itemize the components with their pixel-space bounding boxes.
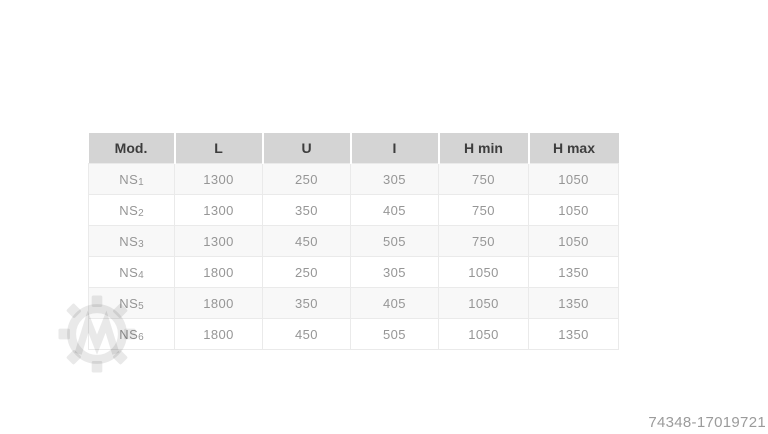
cell-i: 405: [350, 194, 439, 226]
model-name: NS: [119, 295, 139, 311]
table-row: NS2 1300 350 405 750 1050: [88, 194, 619, 226]
spec-table: Mod. L U I H min H max NS1 1300 250 305 …: [88, 133, 619, 350]
table-row: NS6 1800 450 505 1050 1350: [88, 318, 619, 350]
model-subscript: 1: [138, 176, 144, 188]
cell-hmax: 1050: [528, 194, 619, 226]
cell-hmin: 1050: [438, 256, 529, 288]
table-row: NS5 1800 350 405 1050 1350: [88, 287, 619, 319]
cell-l: 1300: [174, 163, 263, 195]
column-header-i: I: [349, 133, 439, 164]
column-header-hmin: H min: [437, 133, 529, 164]
cell-l: 1800: [174, 318, 263, 350]
cell-hmin: 750: [438, 194, 529, 226]
cell-mod: NS4: [88, 256, 175, 288]
cell-hmin: 750: [438, 163, 529, 195]
table-header-row: Mod. L U I H min H max: [88, 133, 619, 164]
cell-mod: NS1: [88, 163, 175, 195]
table-row: NS3 1300 450 505 750 1050: [88, 225, 619, 257]
cell-i: 305: [350, 163, 439, 195]
cell-l: 1300: [174, 225, 263, 257]
column-header-mod: Mod.: [88, 133, 175, 164]
cell-u: 450: [262, 318, 351, 350]
model-subscript: 5: [138, 300, 144, 312]
cell-hmax: 1350: [528, 318, 619, 350]
cell-i: 505: [350, 318, 439, 350]
model-subscript: 4: [138, 269, 144, 281]
listing-id: 74348-17019721: [648, 414, 766, 431]
cell-i: 405: [350, 287, 439, 319]
cell-mod: NS6: [88, 318, 175, 350]
cell-mod: NS5: [88, 287, 175, 319]
model-name: NS: [119, 264, 139, 280]
cell-i: 305: [350, 256, 439, 288]
table-row: NS4 1800 250 305 1050 1350: [88, 256, 619, 288]
cell-hmax: 1350: [528, 287, 619, 319]
model-name: NS: [119, 326, 139, 342]
cell-l: 1800: [174, 287, 263, 319]
model-name: NS: [119, 233, 139, 249]
cell-hmax: 1350: [528, 256, 619, 288]
cell-u: 350: [262, 194, 351, 226]
cell-u: 450: [262, 225, 351, 257]
model-subscript: 3: [138, 238, 144, 250]
column-header-u: U: [261, 133, 351, 164]
cell-hmax: 1050: [528, 225, 619, 257]
cell-mod: NS3: [88, 225, 175, 257]
model-name: NS: [119, 171, 139, 187]
cell-hmin: 1050: [438, 318, 529, 350]
cell-l: 1800: [174, 256, 263, 288]
cell-hmin: 1050: [438, 287, 529, 319]
cell-i: 505: [350, 225, 439, 257]
table-row: NS1 1300 250 305 750 1050: [88, 163, 619, 195]
cell-u: 250: [262, 163, 351, 195]
column-header-l: L: [173, 133, 263, 164]
cell-hmin: 750: [438, 225, 529, 257]
cell-u: 250: [262, 256, 351, 288]
cell-u: 350: [262, 287, 351, 319]
model-name: NS: [119, 202, 139, 218]
cell-l: 1300: [174, 194, 263, 226]
column-header-hmax: H max: [527, 133, 619, 164]
cell-hmax: 1050: [528, 163, 619, 195]
cell-mod: NS2: [88, 194, 175, 226]
model-subscript: 2: [138, 207, 144, 219]
model-subscript: 6: [138, 331, 144, 343]
